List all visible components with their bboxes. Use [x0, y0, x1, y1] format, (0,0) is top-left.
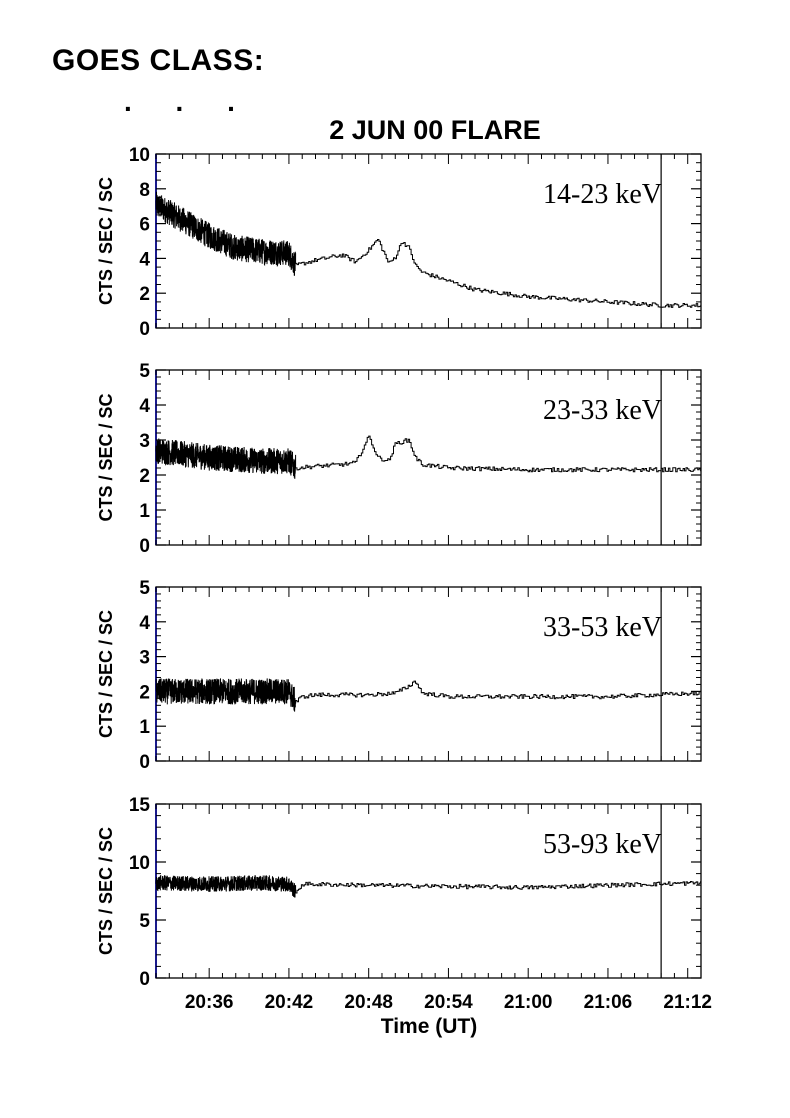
y-tick-label: 1	[139, 717, 150, 738]
y-tick-label: 15	[129, 795, 151, 816]
light-curve-trace	[155, 191, 702, 308]
x-tick-label: 20:54	[424, 992, 473, 1013]
plot-title: 2 JUN 00 FLARE	[329, 115, 541, 145]
y-axis-title: CTS / SEC / SC	[96, 177, 116, 305]
y-tick-label: 1	[139, 501, 150, 522]
y-tick-label: 5	[139, 361, 150, 382]
y-tick-label: 0	[139, 752, 150, 773]
panel-1: 0 2 4 6 8 10 CTS / SEC / SC 14-23 keV	[96, 145, 702, 340]
y-tick-label: 0	[139, 536, 150, 557]
y-tick-label: 10	[129, 853, 150, 874]
light-curve-trace	[155, 875, 702, 898]
x-tick-label: 20:42	[265, 992, 314, 1013]
y-tick-label: 5	[139, 911, 150, 932]
y-tick-label: 4	[139, 249, 150, 270]
panel-4: 0 5 10 15 CTS / SEC / SC 53-93 keV	[96, 795, 702, 990]
y-axis-title: CTS / SEC / SC	[96, 610, 116, 738]
y-tick-label: 3	[139, 431, 150, 452]
light-curve-trace	[155, 678, 702, 712]
y-tick-label: 8	[139, 180, 150, 201]
light-curve-trace	[155, 435, 702, 479]
y-tick-label: 5	[139, 578, 150, 599]
y-axis-title: CTS / SEC / SC	[96, 393, 116, 521]
x-tick-label: 21:06	[584, 992, 633, 1013]
x-tick-label: 21:12	[663, 992, 712, 1013]
y-tick-label: 0	[139, 319, 150, 340]
band-label: 33-53 keV	[543, 612, 662, 643]
panel-2: 0 1 2 3 4 5 CTS / SEC / SC 23-33 keV	[96, 361, 702, 557]
y-tick-label: 6	[139, 215, 150, 236]
x-tick-label: 20:36	[185, 992, 234, 1013]
y-tick-label: 0	[139, 969, 150, 990]
y-axis-title: CTS / SEC / SC	[96, 827, 116, 955]
x-axis-title: Time (UT)	[381, 1015, 477, 1038]
y-tick-label: 2	[139, 466, 150, 487]
y-tick-label: 10	[129, 145, 150, 166]
x-tick-label: 21:00	[504, 992, 553, 1013]
goes-class-label: GOES CLASS:	[52, 44, 265, 77]
panel-3: 0 1 2 3 4 5 CTS / SEC / SC 33-53 keV	[96, 578, 702, 773]
y-tick-label: 2	[139, 682, 150, 703]
y-tick-label: 4	[139, 613, 150, 634]
y-tick-label: 2	[139, 284, 150, 305]
y-tick-label: 4	[139, 396, 150, 417]
band-label: 23-33 keV	[543, 395, 662, 426]
x-tick-label: 20:48	[344, 992, 393, 1013]
y-tick-label: 3	[139, 648, 150, 669]
band-label: 14-23 keV	[543, 179, 662, 210]
band-label: 53-93 keV	[543, 829, 662, 860]
goes-class-dots: . . .	[124, 86, 253, 117]
x-tick-labels: 20:36 20:42 20:48 20:54 21:00 21:06 21:12	[185, 992, 712, 1013]
